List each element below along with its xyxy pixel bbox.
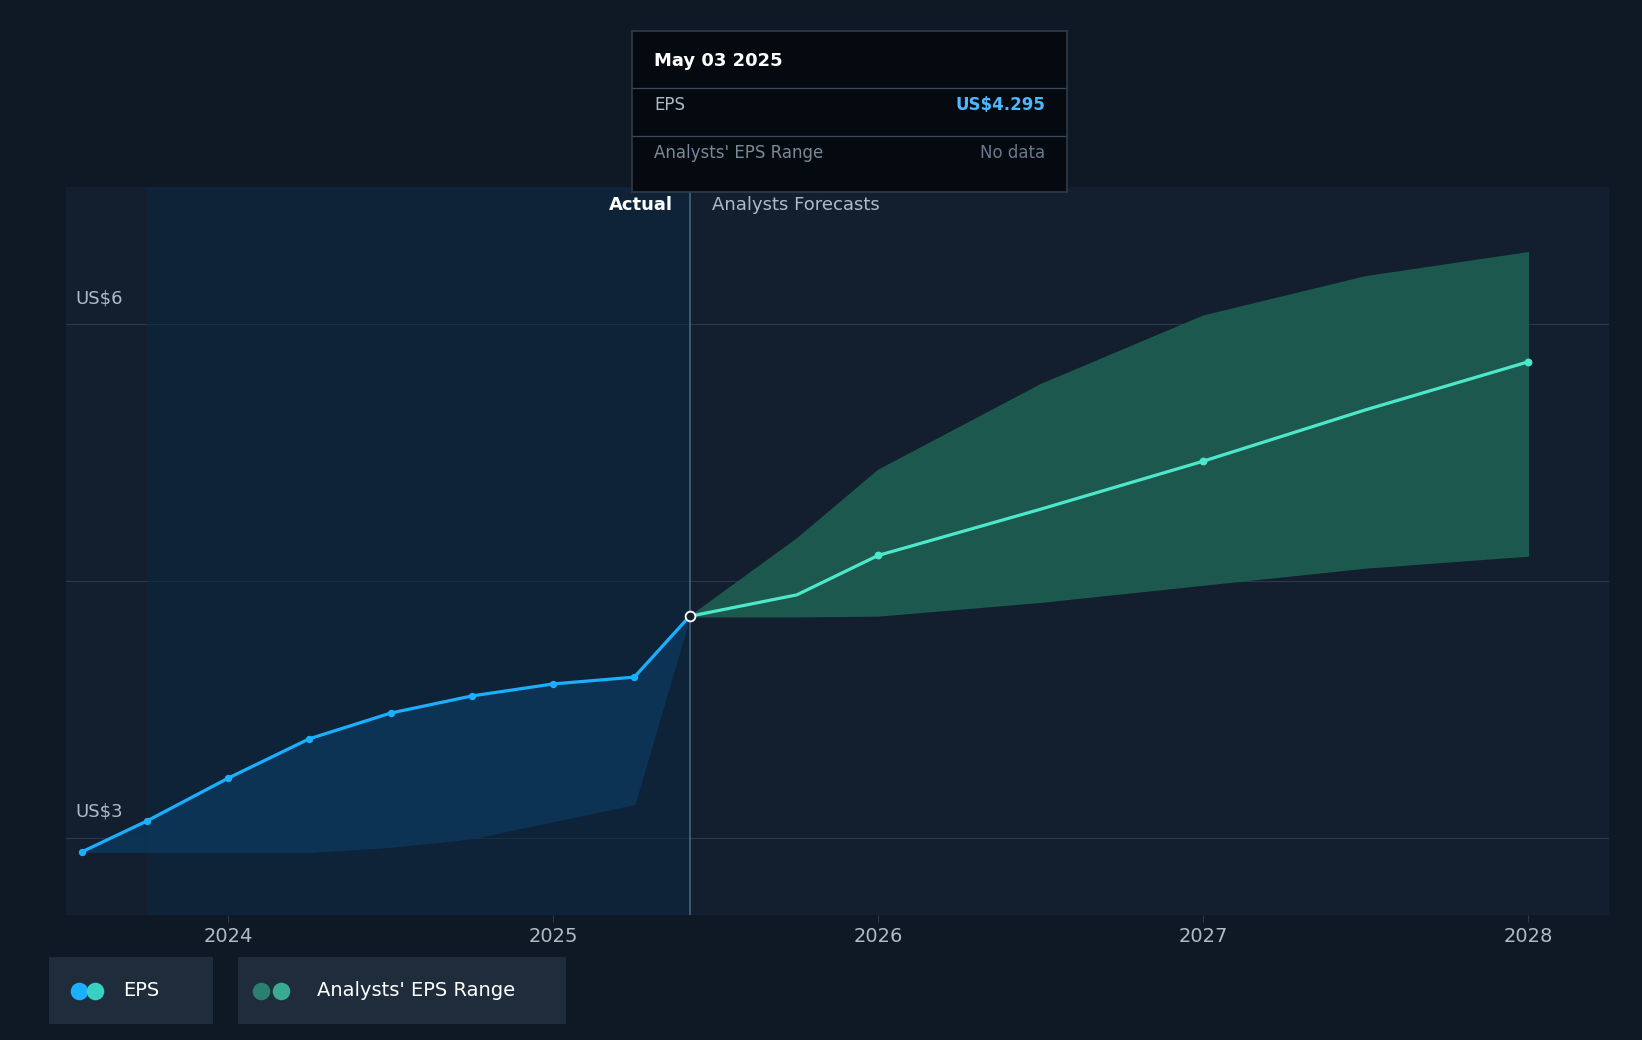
Text: May 03 2025: May 03 2025 xyxy=(654,52,783,70)
Point xyxy=(133,812,159,829)
Text: EPS: EPS xyxy=(654,96,685,113)
Point xyxy=(598,675,624,692)
Point xyxy=(677,608,703,625)
Point xyxy=(215,770,241,786)
Point xyxy=(1516,354,1542,370)
Text: US$3: US$3 xyxy=(76,803,123,821)
Text: No data: No data xyxy=(980,145,1046,162)
Text: Analysts' EPS Range: Analysts' EPS Range xyxy=(654,145,823,162)
Text: Analysts Forecasts: Analysts Forecasts xyxy=(713,196,880,214)
Point xyxy=(621,669,647,685)
Point xyxy=(458,687,484,704)
Point xyxy=(777,675,803,692)
Text: Analysts' EPS Range: Analysts' EPS Range xyxy=(317,981,516,1000)
Point xyxy=(677,608,703,625)
Point xyxy=(1190,453,1217,470)
Point xyxy=(865,547,892,564)
Point xyxy=(378,705,404,722)
Text: US$6: US$6 xyxy=(76,289,123,307)
Bar xyxy=(146,187,690,915)
Point xyxy=(388,675,414,692)
Point xyxy=(540,676,566,693)
Point xyxy=(69,843,95,860)
Text: Actual: Actual xyxy=(609,196,673,214)
Point xyxy=(537,675,563,692)
Text: EPS: EPS xyxy=(123,981,159,1000)
Point xyxy=(296,730,322,747)
Point xyxy=(677,608,703,625)
Text: US$4.295: US$4.295 xyxy=(956,96,1046,113)
